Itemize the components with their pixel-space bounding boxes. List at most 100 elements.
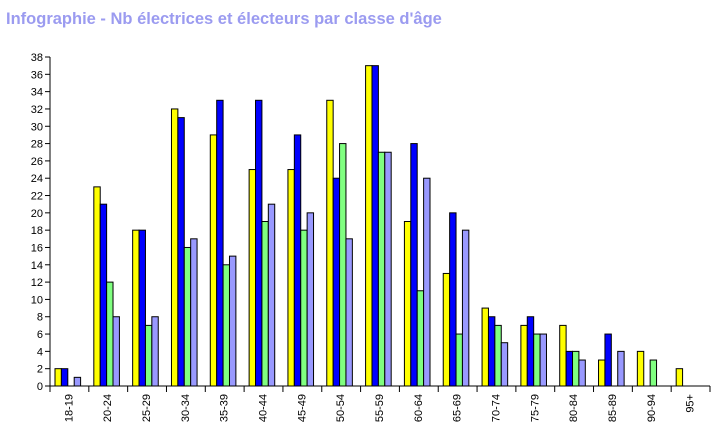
x-category-label-65-69: 65-69 bbox=[452, 394, 464, 422]
bar-65-69-s3 bbox=[455, 333, 463, 387]
bar-95+-s1 bbox=[675, 368, 684, 387]
bar-45-49-s1 bbox=[287, 169, 295, 387]
x-category-label-90-94: 90-94 bbox=[646, 394, 658, 422]
bar-45-49-s3 bbox=[300, 229, 308, 387]
bar-55-59-s1 bbox=[365, 65, 373, 387]
y-tick-label-16: 16 bbox=[31, 242, 43, 254]
y-tick-label-32: 32 bbox=[31, 104, 43, 116]
bar-50-54-s2 bbox=[332, 177, 341, 387]
bar-25-29-s3 bbox=[144, 324, 153, 387]
x-category-label-40-44: 40-44 bbox=[258, 394, 270, 422]
bar-75-79-s4 bbox=[539, 333, 547, 387]
bar-55-59-s2 bbox=[371, 65, 379, 387]
bar-40-44-s3 bbox=[261, 221, 269, 387]
bar-65-69-s4 bbox=[461, 229, 470, 387]
y-tick-label-24: 24 bbox=[31, 173, 43, 185]
x-category-label-70-74: 70-74 bbox=[490, 394, 502, 422]
bar-35-39-s2 bbox=[216, 99, 224, 387]
bar-20-24-s4 bbox=[112, 316, 120, 387]
bar-50-54-s4 bbox=[345, 238, 353, 387]
bar-40-44-s2 bbox=[255, 99, 263, 387]
bar-40-44-s4 bbox=[267, 203, 276, 387]
bar-45-49-s4 bbox=[306, 212, 315, 387]
bar-75-79-s2 bbox=[526, 316, 535, 387]
bar-90-94-s1 bbox=[636, 350, 645, 387]
x-category-label-45-49: 45-49 bbox=[296, 394, 308, 422]
x-category-label-20-24: 20-24 bbox=[102, 394, 114, 422]
x-category-label-50-54: 50-54 bbox=[335, 394, 347, 422]
y-tick-label-4: 4 bbox=[37, 346, 43, 358]
bar-55-59-s3 bbox=[377, 151, 386, 387]
bar-65-69-s1 bbox=[442, 272, 451, 387]
x-category-label-25-29: 25-29 bbox=[141, 394, 153, 422]
y-tick-label-30: 30 bbox=[31, 121, 43, 133]
x-category-label-30-34: 30-34 bbox=[180, 394, 192, 422]
bar-40-44-s1 bbox=[248, 169, 257, 387]
bar-80-84-s2 bbox=[565, 350, 574, 387]
x-category-label-60-64: 60-64 bbox=[413, 394, 425, 422]
bar-35-39-s1 bbox=[209, 134, 218, 387]
bar-85-89-s2 bbox=[604, 333, 612, 387]
bar-50-54-s1 bbox=[326, 99, 334, 387]
y-tick-label-34: 34 bbox=[31, 87, 43, 99]
x-category-label-18-19: 18-19 bbox=[63, 394, 75, 422]
bar-65-69-s2 bbox=[449, 212, 457, 387]
y-tick-label-0: 0 bbox=[37, 381, 43, 393]
bar-25-29-s1 bbox=[132, 229, 140, 387]
bar-18-19-s2 bbox=[60, 368, 69, 387]
bar-80-84-s4 bbox=[578, 359, 586, 387]
chart-title: Infographie - Nb électrices et électeurs… bbox=[6, 10, 442, 28]
y-tick-label-10: 10 bbox=[31, 294, 43, 306]
y-tick-label-18: 18 bbox=[31, 225, 43, 237]
bar-25-29-s4 bbox=[151, 316, 159, 387]
bar-20-24-s2 bbox=[99, 203, 108, 387]
bar-75-79-s3 bbox=[533, 333, 541, 387]
x-category-label-55-59: 55-59 bbox=[374, 394, 386, 422]
bar-80-84-s3 bbox=[572, 350, 580, 387]
y-tick-label-6: 6 bbox=[37, 329, 43, 341]
bar-90-94-s3 bbox=[649, 359, 658, 387]
y-tick-label-14: 14 bbox=[31, 260, 43, 272]
bar-60-64-s4 bbox=[423, 177, 431, 387]
bar-35-39-s3 bbox=[222, 264, 230, 387]
bar-20-24-s3 bbox=[106, 281, 114, 387]
bar-70-74-s4 bbox=[500, 342, 509, 387]
bar-85-89-s1 bbox=[598, 359, 606, 387]
bar-70-74-s1 bbox=[481, 307, 489, 387]
bar-60-64-s3 bbox=[416, 290, 425, 387]
bar-18-19-s4 bbox=[73, 376, 82, 387]
y-tick-label-26: 26 bbox=[31, 156, 43, 168]
bar-85-89-s4 bbox=[617, 350, 625, 387]
bar-30-34-s4 bbox=[190, 238, 198, 387]
bar-80-84-s1 bbox=[559, 324, 567, 387]
y-tick-label-36: 36 bbox=[31, 69, 43, 81]
y-tick-label-28: 28 bbox=[31, 139, 43, 151]
bar-60-64-s2 bbox=[410, 143, 418, 387]
y-tick-label-8: 8 bbox=[37, 312, 43, 324]
bar-30-34-s2 bbox=[177, 117, 185, 387]
y-tick-label-22: 22 bbox=[31, 191, 43, 203]
x-category-label-95+: 95+ bbox=[685, 394, 697, 413]
y-tick-label-20: 20 bbox=[31, 208, 43, 220]
x-category-label-75-79: 75-79 bbox=[529, 394, 541, 422]
bar-45-49-s2 bbox=[293, 134, 302, 387]
bar-20-24-s1 bbox=[93, 186, 101, 387]
x-category-label-85-89: 85-89 bbox=[607, 394, 619, 422]
x-category-label-35-39: 35-39 bbox=[219, 394, 231, 422]
y-tick-label-12: 12 bbox=[31, 277, 43, 289]
bars-layer bbox=[54, 65, 684, 387]
bar-30-34-s1 bbox=[170, 108, 179, 387]
y-tick-label-38: 38 bbox=[31, 52, 43, 64]
y-tick-label-2: 2 bbox=[37, 364, 43, 376]
bar-30-34-s3 bbox=[183, 246, 192, 387]
bar-60-64-s1 bbox=[403, 221, 412, 387]
bar-50-54-s3 bbox=[339, 143, 347, 387]
bar-70-74-s2 bbox=[487, 316, 496, 387]
bar-55-59-s4 bbox=[384, 151, 392, 387]
bar-35-39-s4 bbox=[228, 255, 237, 387]
bar-70-74-s3 bbox=[494, 324, 502, 387]
x-category-label-80-84: 80-84 bbox=[568, 394, 580, 422]
axes-layer: 0246810121416182022242628303234363818-19… bbox=[31, 52, 711, 422]
bar-25-29-s2 bbox=[138, 229, 146, 387]
